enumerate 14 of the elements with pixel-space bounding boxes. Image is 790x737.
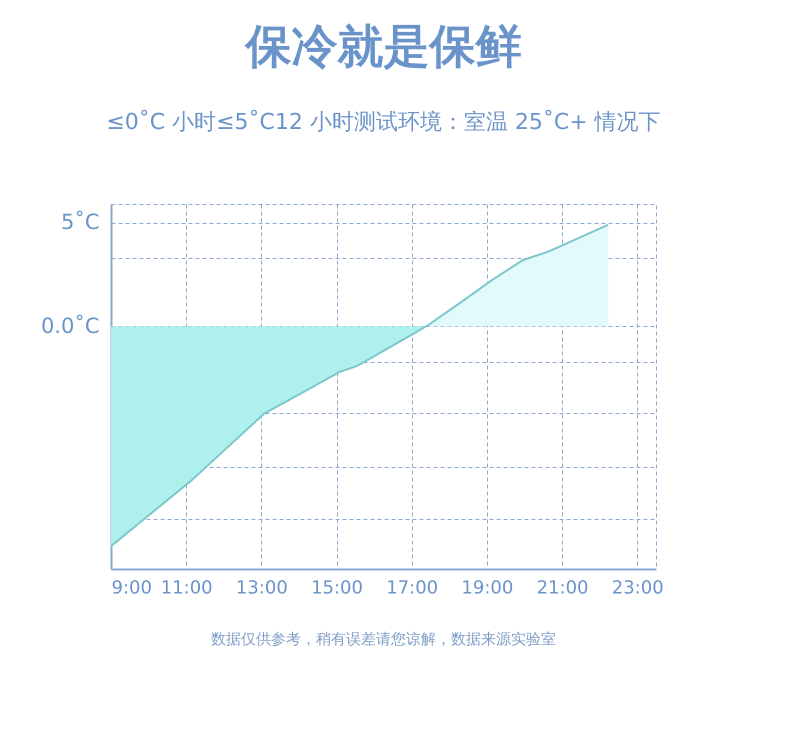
x-tick-label: 23:00 bbox=[612, 578, 664, 598]
chart-title: 保冷就是保鲜 bbox=[244, 19, 522, 73]
text: 数据仅供参考，稍有误差请您谅解，数据来源实验室 bbox=[211, 630, 556, 648]
x-tick-label: 9:00 bbox=[112, 578, 152, 598]
x-tick-label: 11:00 bbox=[160, 578, 213, 598]
chart-subtitle: ≤0˚C 小时≤5˚C12 小时测试环境：室温 25˚C+ 情况下 bbox=[106, 109, 661, 135]
x-tick-label: 13:00 bbox=[236, 578, 288, 598]
x-tick-label: 19:00 bbox=[461, 578, 514, 598]
y-tick-label: 5˚C bbox=[60, 210, 100, 234]
x-tick-label: 21:00 bbox=[536, 578, 588, 598]
x-tick-label: 15:00 bbox=[311, 578, 363, 598]
line-series bbox=[110, 224, 610, 548]
x-tick-label: 17:00 bbox=[386, 578, 438, 598]
y-tick-label: 0.0˚C bbox=[40, 314, 100, 338]
